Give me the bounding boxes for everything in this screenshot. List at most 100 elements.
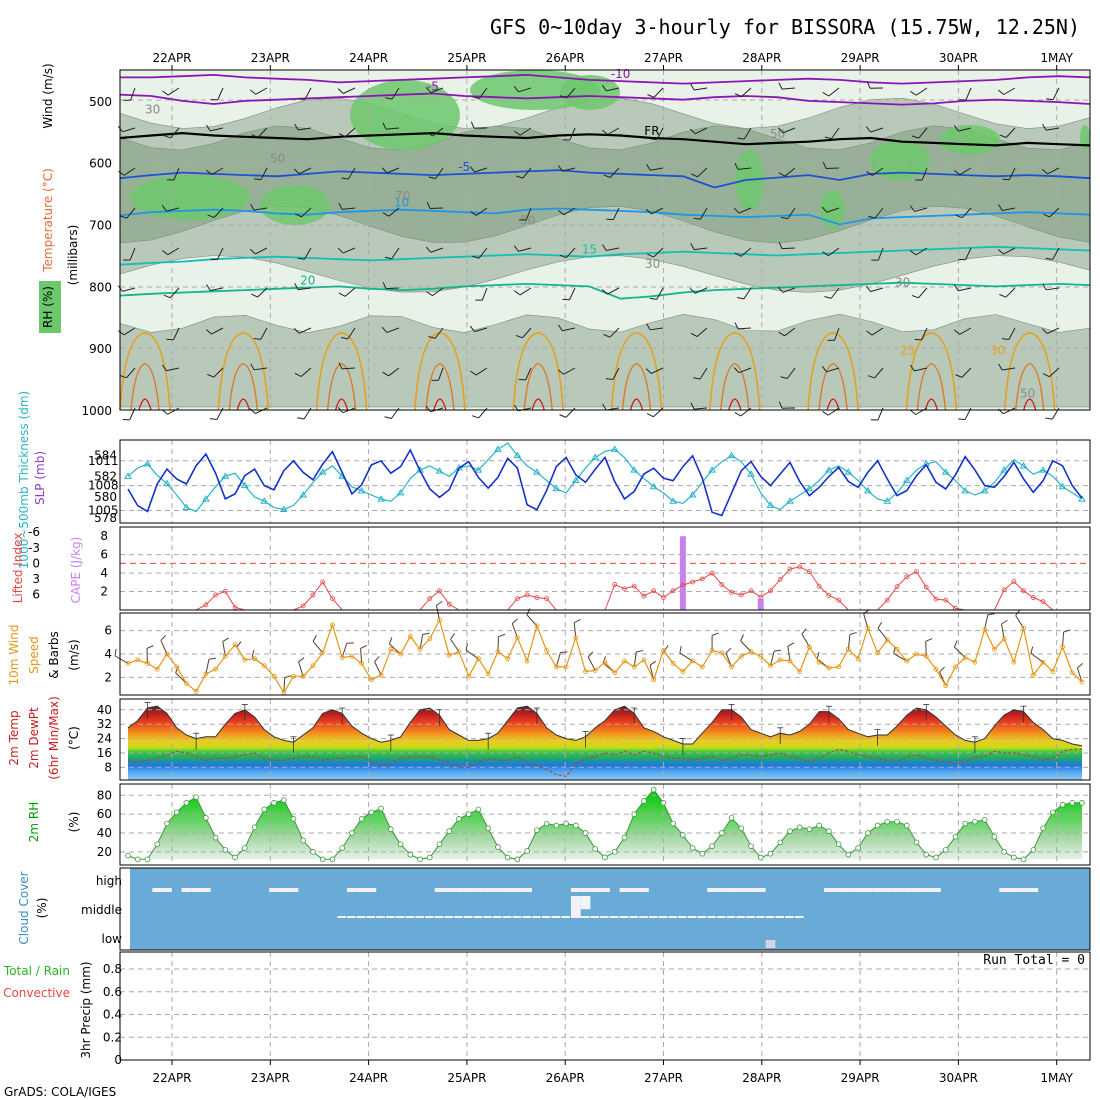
wind-barb bbox=[175, 672, 187, 684]
wind-barb-feather bbox=[162, 250, 169, 256]
rh-point bbox=[709, 843, 715, 849]
top-date-label: 27APR bbox=[644, 51, 683, 65]
rh-point bbox=[407, 851, 414, 858]
wind-barb-feather bbox=[205, 169, 213, 175]
wind-barb bbox=[828, 247, 840, 257]
lifted-index-point bbox=[1021, 588, 1026, 594]
wind-barb bbox=[347, 167, 356, 180]
wind-barb bbox=[146, 648, 148, 664]
wind-speed-point bbox=[592, 668, 598, 673]
high-cloud-gap bbox=[512, 888, 523, 892]
wind-barb-feather bbox=[312, 634, 317, 642]
wind-barb-feather bbox=[573, 619, 581, 624]
wind-barb bbox=[847, 634, 851, 650]
rh-point bbox=[592, 846, 599, 852]
wind-barb bbox=[432, 127, 444, 137]
cloud-row-label: low bbox=[102, 932, 123, 946]
thickness-point bbox=[182, 503, 191, 510]
wind-barb-feather bbox=[428, 176, 436, 180]
wind-barb-feather bbox=[422, 632, 430, 636]
wind-barb-feather bbox=[338, 133, 346, 138]
top-date-label: 28APR bbox=[742, 51, 781, 65]
wind-barb bbox=[465, 649, 479, 660]
wind-barb-feather bbox=[787, 642, 795, 647]
wind-barb bbox=[167, 407, 180, 415]
wind-barb-feather bbox=[636, 649, 644, 653]
lifted-index-point bbox=[514, 596, 520, 601]
middle-cloud-trace bbox=[483, 916, 493, 918]
rh-point bbox=[1079, 800, 1085, 806]
middle-cloud-trace bbox=[668, 916, 678, 918]
wind-barb bbox=[921, 327, 928, 341]
wind-barb bbox=[826, 207, 840, 213]
wind-speed-point bbox=[855, 656, 861, 662]
wind-barb-feather bbox=[1046, 98, 1054, 101]
middle-cloud-trace bbox=[600, 916, 609, 918]
wind-barb-feather bbox=[360, 644, 368, 649]
wind-barb-feather bbox=[987, 613, 995, 616]
wind-speed-point bbox=[378, 672, 384, 678]
lifted-index-line bbox=[128, 566, 1082, 611]
wind-barb-feather bbox=[470, 121, 475, 129]
high-cloud-gap bbox=[931, 888, 941, 892]
wind-barb-feather bbox=[647, 94, 655, 98]
wind-barb bbox=[606, 247, 620, 251]
wind-barb-feather bbox=[514, 290, 521, 296]
rh-point bbox=[475, 806, 482, 813]
wind-barb-feather bbox=[1043, 213, 1050, 218]
wind-barb-feather bbox=[249, 89, 256, 95]
precip-total-legend: Total / Rain bbox=[3, 964, 70, 978]
panel-frame bbox=[119, 69, 1091, 411]
wind-barb bbox=[651, 367, 664, 374]
temperature-contour-warm bbox=[119, 331, 171, 411]
wind-barb bbox=[386, 327, 400, 333]
wind-barb-feather bbox=[647, 253, 654, 258]
wind-barb-feather bbox=[778, 242, 783, 249]
wind-speed-point bbox=[1069, 670, 1075, 676]
wind-barb bbox=[607, 127, 620, 135]
wind-barb bbox=[260, 167, 268, 180]
rh-point bbox=[251, 824, 258, 831]
wind-speed-point bbox=[193, 689, 199, 694]
thickness-point bbox=[552, 484, 561, 492]
rh-legend-swatch bbox=[39, 281, 61, 333]
rh-point bbox=[670, 820, 676, 827]
wind-barb-feather bbox=[114, 648, 117, 656]
thickness-point bbox=[727, 451, 736, 459]
wind-speed-point bbox=[729, 664, 734, 670]
wind-barb-feather bbox=[1063, 629, 1071, 633]
rh-point bbox=[1011, 854, 1017, 861]
thickness-point bbox=[669, 497, 678, 504]
high-cloud-gap bbox=[366, 888, 377, 892]
top-date-label: 1MAY bbox=[1040, 51, 1073, 65]
lifted-index-point bbox=[534, 595, 540, 600]
top-date-axis: 22APR 23APR 24APR 25APR 26APR 27APR 28APR 29APR… bbox=[152, 51, 1073, 65]
thickness-point bbox=[124, 472, 132, 479]
rh-point bbox=[738, 825, 745, 832]
wind-barb bbox=[166, 207, 180, 212]
wind-barb-feather bbox=[999, 134, 1007, 138]
rh-point bbox=[894, 818, 900, 825]
lifted-tick-label: -6 bbox=[28, 525, 40, 539]
wind-barb bbox=[612, 367, 620, 380]
middle-cloud-trace bbox=[385, 916, 395, 918]
rh-point bbox=[1069, 800, 1076, 806]
dewpoint-line bbox=[127, 748, 1082, 778]
lifted-index-point bbox=[544, 596, 549, 601]
wind-barb bbox=[123, 327, 136, 336]
wind-barb bbox=[563, 207, 576, 216]
thickness-point bbox=[630, 466, 639, 473]
thickness-line bbox=[127, 442, 1083, 513]
rh-high-area bbox=[940, 125, 1000, 155]
wind-barb-feather bbox=[816, 651, 820, 659]
wind-barb bbox=[1003, 247, 1016, 255]
temperature-contour-hot bbox=[826, 398, 840, 411]
low-cloud-cell bbox=[765, 940, 776, 948]
thickness-point bbox=[591, 453, 600, 461]
lifted-index-point bbox=[690, 579, 696, 585]
high-cloud-gap bbox=[600, 888, 610, 892]
wind-speed-point bbox=[875, 650, 880, 656]
wind-barb bbox=[173, 167, 180, 181]
slp-tick-label: 1011 bbox=[88, 454, 119, 468]
bottom-date-label: 24APR bbox=[349, 1071, 388, 1085]
